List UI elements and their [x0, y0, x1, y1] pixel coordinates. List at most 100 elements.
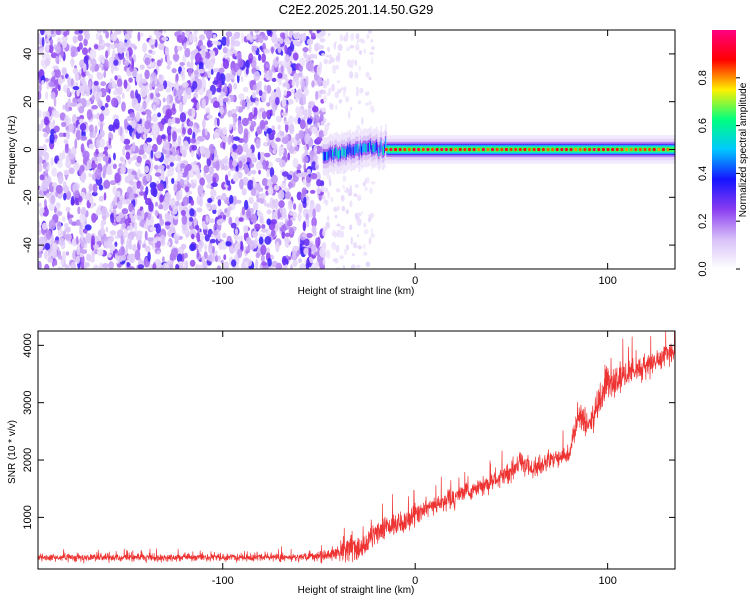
noise-blob [250, 188, 257, 197]
sparse-noise-blob [349, 44, 355, 49]
noise-blob [54, 259, 58, 266]
noise-blob [58, 55, 62, 63]
noise-blob [200, 44, 206, 50]
noise-blob [80, 75, 83, 85]
sparse-noise-blob [345, 209, 349, 215]
noise-blob [77, 195, 83, 203]
noise-blob [233, 82, 238, 90]
ridge-cell [357, 144, 360, 153]
sparse-noise-blob [327, 46, 331, 53]
noise-blob [84, 243, 88, 249]
noise-blob [114, 75, 118, 81]
noise-blob [172, 53, 180, 61]
ridge-peak [532, 147, 536, 152]
ridge-cell [356, 144, 358, 153]
noise-blob [154, 75, 158, 86]
noise-blob [177, 135, 182, 147]
noise-blob [155, 223, 162, 234]
noise-blob [201, 98, 206, 110]
noise-blob [259, 216, 263, 224]
noise-blob [279, 159, 286, 168]
noise-blob [172, 103, 176, 112]
noise-blob [206, 58, 212, 68]
noise-blob [48, 251, 54, 257]
noise-blob [275, 96, 280, 106]
noise-blob [167, 118, 173, 127]
noise-blob [192, 80, 198, 90]
ridge-cell [373, 144, 376, 154]
noise-blob [230, 108, 238, 114]
noise-blob [234, 117, 238, 123]
noise-blob [92, 85, 96, 96]
ridge-cell [379, 144, 382, 154]
noise-blob [311, 126, 318, 135]
ridge-cell [358, 148, 361, 158]
noise-blob [103, 107, 110, 117]
noise-blob [126, 225, 134, 231]
noise-blob [96, 72, 104, 80]
noise-blob [106, 164, 112, 176]
noise-blob [222, 126, 227, 136]
noise-blob [158, 204, 164, 210]
noise-blob [58, 237, 65, 246]
noise-blob [258, 236, 264, 245]
noise-blob [45, 45, 50, 51]
noise-blob [288, 123, 295, 135]
noise-blob [43, 132, 48, 138]
noise-blob [152, 242, 156, 251]
sparse-noise-blob [365, 71, 370, 78]
noise-blob [316, 179, 322, 187]
noise-blob [281, 171, 289, 177]
noise-blob [200, 146, 207, 155]
noise-blob [88, 183, 94, 192]
noise-blob [116, 255, 124, 263]
noise-blob [48, 122, 55, 129]
sparse-noise-blob [335, 188, 341, 193]
noise-blob [166, 125, 173, 136]
ridge-cell [371, 145, 373, 154]
noise-blob [205, 173, 213, 182]
noise-blob [238, 171, 242, 179]
noise-blob [86, 109, 93, 120]
ridge-cell [342, 148, 345, 158]
noise-blob [82, 80, 87, 90]
noise-blob [194, 128, 201, 133]
noise-blob [164, 263, 170, 269]
snr-axes: -100 0 100 1000 2000 3000 4000 [22, 331, 675, 587]
noise-blob [129, 43, 136, 48]
noise-blob [280, 224, 287, 232]
noise-blob [189, 64, 194, 69]
noise-blob [172, 131, 177, 142]
noise-blob [140, 87, 148, 98]
noise-blob [163, 30, 167, 34]
ridge-cell [378, 147, 380, 157]
noise-blob [283, 37, 290, 44]
noise-blob [228, 216, 233, 226]
noise-blob [141, 42, 148, 53]
noise-blob [135, 73, 141, 84]
noise-blob [139, 64, 145, 70]
noise-blob [131, 131, 135, 140]
noise-blob [91, 104, 98, 110]
noise-blob [129, 253, 136, 264]
noise-blob [284, 30, 288, 39]
sparse-noise-blob [332, 68, 337, 74]
noise-blob [271, 174, 278, 184]
noise-blob [226, 180, 231, 186]
noise-blob [297, 72, 303, 77]
noise-blob [158, 42, 165, 51]
noise-blob [61, 216, 66, 222]
noise-blob [284, 44, 288, 54]
sparse-noise-blob [323, 199, 329, 205]
noise-blob [288, 199, 293, 209]
noise-blob [132, 154, 138, 161]
ridge-peak [629, 147, 633, 152]
noise-blob [261, 110, 267, 120]
noise-blob [128, 266, 135, 269]
noise-blob [44, 175, 48, 182]
sparse-noise-blob [363, 48, 367, 54]
ridge-cell [341, 146, 343, 156]
noise-blob [229, 123, 232, 131]
noise-blob [260, 187, 264, 192]
sparse-noise-blob [323, 94, 327, 103]
